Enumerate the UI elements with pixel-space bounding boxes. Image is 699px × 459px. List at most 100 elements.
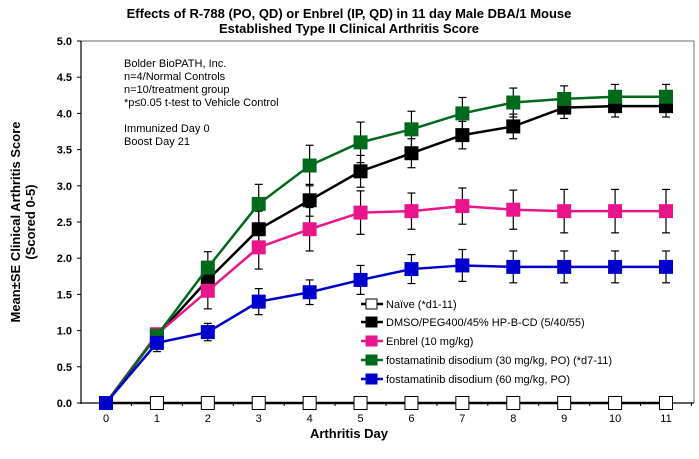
x-tick-label: 3	[256, 413, 262, 425]
legend-label: Enbrel (10 mg/kg)	[386, 336, 473, 348]
data-point	[302, 158, 317, 173]
legend-item: Naïve (*d1-11)	[361, 298, 457, 311]
data-point	[404, 204, 419, 219]
y-tick-label: 3.5	[57, 145, 72, 157]
data-point	[557, 91, 572, 106]
legend: Naïve (*d1-11) DMSO/PEG400/45% HP-B-CD (5…	[361, 298, 612, 386]
data-point	[99, 396, 113, 410]
x-tick-label: 4	[307, 413, 313, 425]
data-point	[149, 396, 164, 410]
legend-item: fostamatinib disodium (60 mg/kg, PO)	[361, 373, 570, 386]
legend-item: Enbrel (10 mg/kg)	[361, 335, 473, 348]
legend-item: fostamatinib disodium (30 mg/kg, PO) (*d…	[361, 354, 612, 367]
x-ticks: 0 1 2 3 4 5 6 7 8 9 10 11	[103, 403, 692, 425]
y-ticks: 0.0 0.5 1.0 1.5 2.0 2.5 3.0 3.5 4.0 4.5 5.0	[57, 36, 81, 410]
series-0	[99, 396, 673, 410]
annotation-text: n=10/treatment group	[124, 84, 230, 96]
x-tick-label: 1	[154, 413, 160, 425]
y-tick-label: 4.5	[57, 72, 72, 84]
x-tick-label: 7	[459, 413, 465, 425]
data-point	[353, 396, 368, 410]
y-tick-label: 4.0	[57, 108, 72, 120]
annotations: Bolder BioPATH, Inc.n=4/Normal Controlsn…	[124, 58, 279, 148]
data-point	[404, 146, 419, 161]
data-point	[200, 396, 215, 410]
data-point	[302, 396, 317, 410]
data-point	[251, 240, 266, 255]
legend-marker	[365, 298, 378, 310]
data-point	[302, 222, 317, 237]
data-point	[506, 202, 521, 217]
data-point	[200, 260, 215, 275]
data-point	[302, 193, 317, 208]
x-tick-label: 6	[408, 413, 414, 425]
series-line	[105, 104, 666, 404]
data-point	[506, 396, 521, 410]
annotation-text: Immunized Day 0	[124, 123, 210, 135]
data-point	[608, 204, 623, 219]
legend-marker	[365, 316, 378, 328]
series-4	[99, 258, 673, 410]
data-point	[608, 396, 623, 410]
data-point	[404, 396, 419, 410]
data-point	[251, 294, 266, 309]
x-tick-label: 8	[510, 413, 516, 425]
annotation-text: n=4/Normal Controls	[124, 71, 226, 83]
y-tick-label: 3.0	[57, 181, 72, 193]
x-tick-label: 10	[609, 413, 621, 425]
y-tick-label: 1.5	[57, 289, 72, 301]
data-point	[659, 396, 673, 410]
data-point	[404, 262, 419, 277]
data-point	[353, 272, 368, 287]
data-point	[608, 89, 623, 104]
legend-label: Naïve (*d1-11)	[386, 299, 457, 311]
annotation-text: Bolder BioPATH, Inc.	[124, 58, 226, 70]
series-layer	[99, 83, 673, 410]
data-point	[506, 95, 521, 110]
y-tick-label: 1.0	[57, 326, 72, 338]
y-axis-label: Mean±SE Clinical Arthritis Score	[8, 122, 23, 323]
x-tick-label: 2	[205, 413, 211, 425]
x-axis-label: Arthritis Day	[310, 426, 389, 441]
data-point	[353, 164, 368, 179]
data-point	[251, 196, 266, 211]
data-point	[200, 325, 215, 340]
legend-label: fostamatinib disodium (60 mg/kg, PO)	[386, 374, 570, 386]
data-point	[659, 89, 673, 104]
annotation-text: *p≤0.05 t-test to Vehicle Control	[124, 97, 279, 109]
annotation-text: Boost Day 21	[124, 136, 190, 148]
y-tick-label: 2.0	[57, 253, 72, 265]
data-point	[149, 335, 164, 350]
y-tick-label: 0.5	[57, 362, 72, 374]
data-point	[506, 119, 521, 134]
legend-marker	[365, 335, 378, 347]
data-point	[455, 258, 470, 273]
series-line	[104, 204, 666, 404]
data-point	[251, 396, 266, 410]
y-tick-label: 0.0	[57, 398, 72, 410]
x-tick-label: 5	[357, 413, 363, 425]
legend-item: DMSO/PEG400/45% HP-B-CD (5/40/55)	[361, 316, 585, 329]
y-axis-label-2: (Scored 0-5)	[23, 184, 38, 259]
series-line	[105, 95, 666, 404]
data-point	[455, 199, 470, 214]
data-point	[455, 396, 470, 410]
legend-label: DMSO/PEG400/45% HP-B-CD (5/40/55)	[386, 317, 585, 329]
data-point	[404, 122, 419, 137]
data-point	[608, 259, 623, 274]
data-point	[200, 283, 215, 298]
series-line	[105, 264, 666, 404]
x-tick-label: 11	[660, 413, 671, 425]
data-point	[302, 285, 317, 300]
legend-label: fostamatinib disodium (30 mg/kg, PO) (*d…	[386, 355, 612, 367]
chart-subtitle: Established Type II Clinical Arthritis S…	[219, 21, 479, 36]
data-point	[557, 204, 572, 219]
data-point	[251, 222, 266, 237]
y-tick-label: 5.0	[57, 36, 72, 48]
chart-title: Effects of R-788 (PO, QD) or Enbrel (IP,…	[127, 6, 572, 21]
x-tick-label: 9	[561, 413, 567, 425]
data-point	[455, 128, 470, 143]
data-point	[353, 205, 368, 220]
x-tick-label: 0	[103, 413, 109, 425]
